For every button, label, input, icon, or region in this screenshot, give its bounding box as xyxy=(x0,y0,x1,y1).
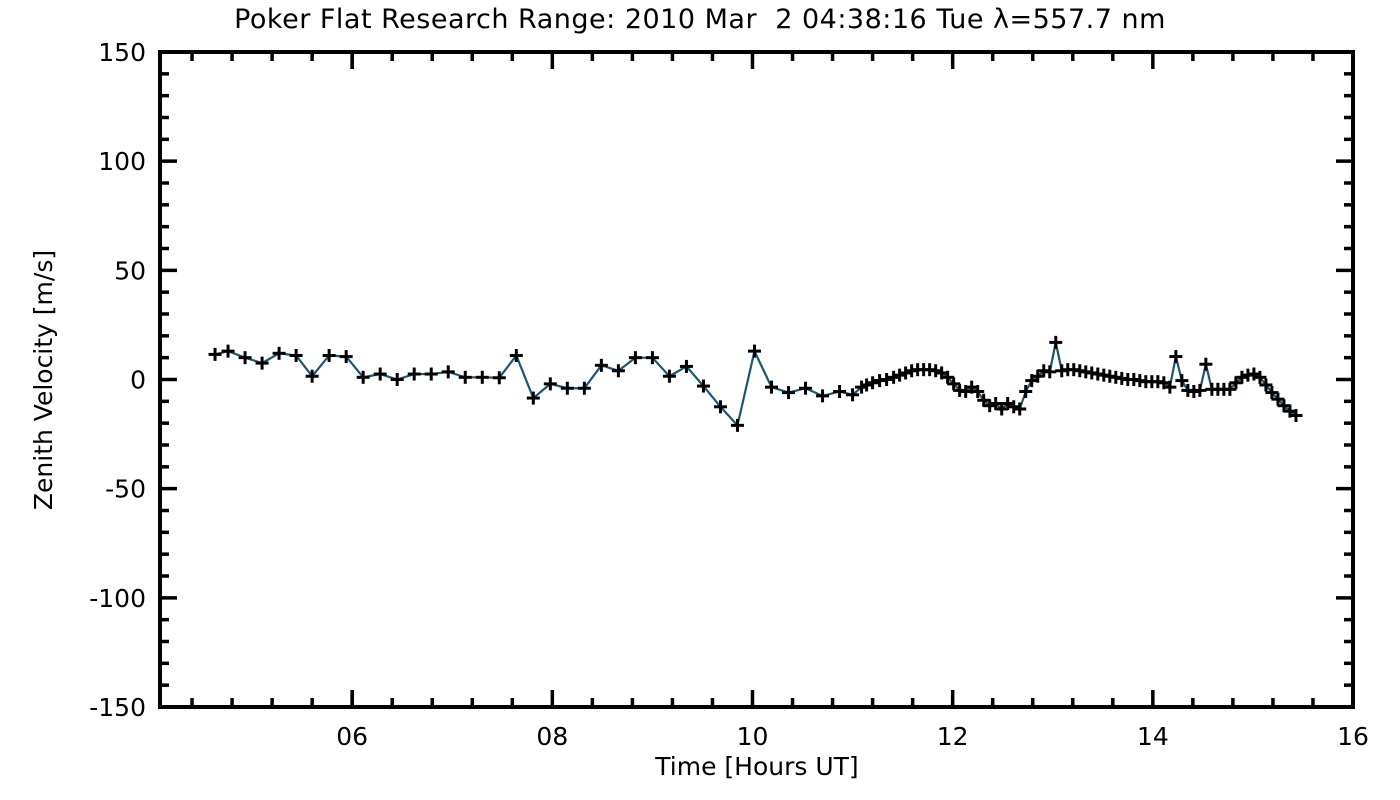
data-point-marker xyxy=(971,385,985,399)
data-point-marker xyxy=(1043,365,1057,379)
data-point-marker xyxy=(782,386,796,400)
y-tick-label: 0 xyxy=(130,366,146,395)
y-tick-label: 50 xyxy=(114,256,146,285)
data-point-marker xyxy=(866,376,880,390)
data-point-marker xyxy=(1193,383,1207,397)
data-point-marker xyxy=(1013,402,1027,416)
page-title: Poker Flat Research Range: 2010 Mar 2 04… xyxy=(234,4,1166,35)
data-point-marker xyxy=(272,346,286,360)
data-point-marker xyxy=(407,367,421,381)
data-point-marker xyxy=(1253,370,1267,384)
data-point-marker xyxy=(208,347,222,361)
data-point-marker xyxy=(1259,378,1273,392)
x-tick-label: 06 xyxy=(336,722,368,751)
y-axis-tick-labels: -150 -100 -50 0 50 100 150 xyxy=(89,38,146,722)
data-point-marker xyxy=(339,350,353,364)
data-point-marker xyxy=(860,378,874,392)
data-point-marker xyxy=(475,370,489,384)
data-point-marker xyxy=(696,379,710,393)
data-point-marker xyxy=(765,380,779,394)
data-point-marker xyxy=(390,373,404,386)
data-point-marker xyxy=(1175,374,1189,388)
data-point-marker xyxy=(492,371,506,385)
data-point-marker xyxy=(929,364,943,378)
data-point-marker xyxy=(373,367,387,381)
data-point-marker xyxy=(1007,400,1021,414)
data-point-marker xyxy=(1271,392,1285,406)
x-tick-label: 12 xyxy=(937,722,969,751)
y-axis-title: Zenith Velocity [m/s] xyxy=(29,250,58,510)
data-point-marker xyxy=(441,365,455,379)
data-point-marker xyxy=(947,377,961,391)
data-point-marker xyxy=(1199,357,1213,371)
data-point-marker xyxy=(611,364,625,378)
data-point-marker xyxy=(1049,335,1063,349)
data-point-marker xyxy=(289,348,303,362)
data-point-marker xyxy=(305,369,319,383)
data-point-marker xyxy=(747,344,761,358)
data-point-marker xyxy=(628,351,642,365)
data-point-marker xyxy=(816,389,830,403)
y-tick-label: -50 xyxy=(105,475,146,504)
y-axis-ticks xyxy=(160,50,1353,709)
y-tick-label: 150 xyxy=(98,38,146,67)
data-point-marker xyxy=(662,369,676,383)
data-point-marker xyxy=(880,373,894,386)
x-axis-tick-labels: 06 08 10 12 14 16 xyxy=(336,722,1369,751)
data-point-marker xyxy=(899,366,913,380)
data-point-marker xyxy=(322,348,336,362)
data-point-marker xyxy=(1235,370,1249,384)
data-point-marker xyxy=(560,381,574,395)
data-point-marker xyxy=(833,385,847,399)
data-point-marker xyxy=(1169,350,1183,364)
y-tick-label: -100 xyxy=(89,584,146,613)
data-point-marker xyxy=(846,388,860,402)
x-tick-label: 16 xyxy=(1337,722,1369,751)
data-point-marker xyxy=(799,381,813,395)
data-point-marker xyxy=(543,377,557,391)
data-point-marker xyxy=(594,358,608,372)
data-point-marker xyxy=(577,381,591,395)
data-point-marker xyxy=(679,359,693,373)
axis-frame xyxy=(158,50,1355,709)
data-point-marker xyxy=(713,400,727,414)
x-axis-title: Time [Hours UT] xyxy=(654,752,858,781)
data-series-markers xyxy=(208,335,1303,432)
data-point-marker xyxy=(238,351,252,365)
data-point-marker xyxy=(424,367,438,381)
data-point-marker xyxy=(941,370,955,384)
data-point-marker xyxy=(1223,382,1237,396)
data-point-marker xyxy=(509,348,523,362)
data-point-marker xyxy=(1289,409,1303,423)
data-point-marker xyxy=(893,368,907,382)
x-tick-label: 10 xyxy=(737,722,769,751)
data-point-marker xyxy=(1019,385,1033,399)
y-tick-label: -150 xyxy=(89,693,146,722)
data-point-marker xyxy=(458,370,472,384)
data-point-marker xyxy=(1163,380,1177,394)
data-point-marker xyxy=(645,351,659,365)
data-point-marker xyxy=(730,418,744,432)
x-tick-label: 08 xyxy=(536,722,568,751)
y-tick-label: 100 xyxy=(98,147,146,176)
x-tick-label: 14 xyxy=(1137,722,1169,751)
data-point-marker xyxy=(983,399,997,413)
data-point-marker xyxy=(255,356,269,370)
data-point-marker xyxy=(221,344,235,358)
x-axis-ticks xyxy=(190,52,1355,707)
data-point-marker xyxy=(356,370,370,384)
data-point-marker xyxy=(526,391,540,405)
data-point-marker xyxy=(1265,386,1279,400)
data-point-marker xyxy=(887,370,901,384)
